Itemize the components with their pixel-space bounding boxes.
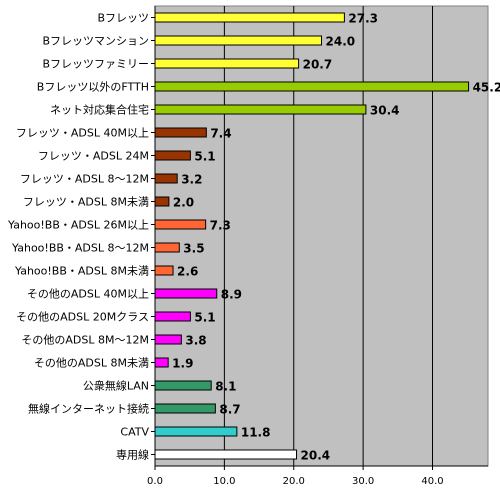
bar [154, 242, 180, 253]
category-label: Bフレッツ以外のFTTH [37, 81, 149, 94]
category-label: その他のADSL 20Mクラス [16, 311, 149, 324]
bar [154, 58, 300, 69]
x-tick-label: 30.0 [352, 476, 374, 487]
bar [154, 357, 169, 368]
value-label: 20.7 [303, 58, 333, 72]
bar [154, 104, 367, 115]
category-label: Yahoo!BB・ADSL 8～12M [11, 242, 149, 255]
value-label: 8.9 [221, 288, 242, 302]
category-label: 専用線 [116, 448, 149, 462]
bar [154, 150, 191, 161]
bar [154, 288, 218, 299]
x-axis-ticks: 0.0 10.0 20.0 30.0 40.0 [147, 466, 444, 487]
value-label: 1.9 [172, 357, 193, 371]
bar [154, 219, 207, 230]
bar [154, 196, 170, 207]
bar [154, 127, 207, 138]
category-label: フレッツ・ADSL 24M [38, 150, 149, 163]
bar [154, 426, 238, 437]
bar [154, 265, 174, 276]
bar [154, 403, 216, 414]
value-label: 7.4 [210, 127, 231, 141]
value-label: 8.7 [219, 403, 240, 417]
value-label: 24.0 [326, 35, 356, 49]
category-label: ネット対応集合住宅 [50, 103, 149, 117]
x-tick-label: 10.0 [213, 476, 235, 487]
value-label: 5.1 [194, 311, 215, 325]
category-label: Yahoo!BB・ADSL 26M以上 [7, 219, 149, 232]
category-label: フレッツ・ADSL 8M未満 [23, 196, 149, 209]
value-label: 27.3 [348, 12, 378, 26]
bar [154, 380, 212, 391]
x-tick-label: 0.0 [147, 476, 163, 487]
value-label: 45.2 [473, 81, 500, 95]
category-label: フレッツ・ADSL 8～12M [20, 173, 149, 186]
bar [154, 12, 345, 23]
category-label: その他のADSL 8M～12M [21, 334, 149, 347]
bar [154, 81, 470, 92]
x-tick-label: 40.0 [421, 476, 443, 487]
plot-area [154, 5, 489, 467]
category-label: その他のADSL 40M以上 [27, 288, 149, 301]
value-label: 8.1 [215, 380, 236, 394]
value-label: 2.0 [173, 196, 194, 210]
value-label: 11.8 [241, 426, 271, 440]
category-labels: Bフレッツ Bフレッツマンション Bフレッツファミリー Bフレッツ以外のFTTH ネット… [7, 12, 155, 462]
bar [154, 334, 182, 345]
category-label: Bフレッツマンション [42, 35, 149, 48]
category-label: その他のADSL 8M未満 [34, 357, 149, 370]
x-tick-label: 20.0 [283, 476, 305, 487]
value-label: 20.4 [301, 449, 331, 463]
value-label: 3.8 [185, 334, 206, 348]
category-label: Yahoo!BB・ADSL 8M未満 [14, 265, 149, 278]
bar [154, 173, 178, 184]
category-label: CATV [120, 426, 149, 439]
bar [154, 449, 298, 460]
category-label: 無線インターネット接続 [28, 402, 149, 416]
value-label: 3.2 [181, 173, 202, 187]
category-label: フレッツ・ADSL 40M以上 [16, 127, 149, 140]
bar [154, 35, 322, 46]
value-label: 5.1 [194, 150, 215, 164]
value-label: 7.3 [210, 219, 231, 233]
value-labels: 27.3 24.0 20.7 45.2 30.4 7.4 5.1 3.2 2.0 7.3 3.5 2.… [172, 12, 500, 463]
value-label: 30.4 [370, 104, 400, 118]
category-label: Bフレッツ [97, 12, 149, 25]
category-label: Bフレッツファミリー [42, 58, 149, 71]
category-label: 公衆無線LAN [83, 379, 149, 393]
value-label: 3.5 [183, 242, 204, 256]
value-label: 2.6 [177, 265, 198, 279]
bar [154, 311, 191, 322]
